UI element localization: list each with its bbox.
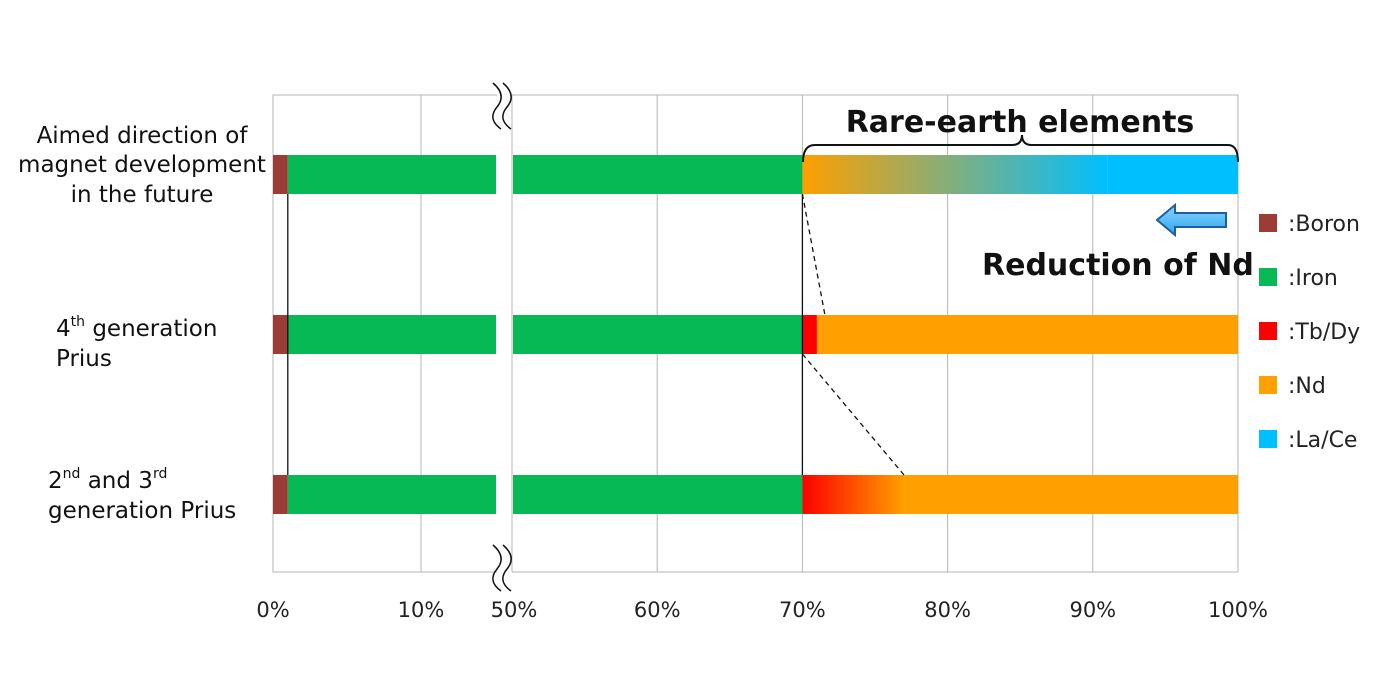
category-label-line: 2nd and 3rd [48,466,167,494]
rare-earth-annotation: Rare-earth elements [802,105,1239,163]
category-label-line: magnet development [18,152,266,178]
category-label-line: Prius [56,346,112,372]
category-label-line: generation Prius [48,498,236,524]
x-tick-label: 0% [256,598,289,622]
x-tick-label: 60% [634,598,681,622]
legend-label: :La/Ce [1288,428,1357,453]
axis-break-mark [502,544,512,592]
legend-label: :Tb/Dy [1288,320,1360,345]
x-tick-label: 50% [491,598,538,622]
axis-break-marks [492,82,512,592]
bar-segment-iron [287,155,496,194]
bar-segment-boron [273,475,288,514]
bar-segment-boron [273,155,288,194]
legend-swatch-boron [1259,214,1277,232]
bar-segment-iron [513,155,803,194]
x-tick-labels: 0% 10% 50% 60% 70% 80% 90% 100% [256,598,1268,622]
bar-segment-tb-dy [802,475,905,514]
x-tick-label: 90% [1069,598,1116,622]
category-label-line: in the future [71,182,214,208]
category-label-line: 4th generation [56,314,217,342]
x-tick-label: 80% [924,598,971,622]
legend: :Boron :Iron :Tb/Dy :Nd :La/Ce [1259,212,1360,453]
bar-segment-tb-dy [802,315,817,354]
bar-segment-boron [273,315,288,354]
legend-label: :Boron [1288,212,1360,237]
x-tick-label: 70% [779,598,826,622]
legend-label: :Nd [1288,374,1326,399]
category-label-2nd-3rd-gen: 2nd and 3rd generation Prius [48,466,236,524]
legend-label: :Iron [1288,266,1338,291]
left-arrow-icon [1155,202,1227,238]
bar-group [273,155,1238,514]
bar-segment-iron [287,315,496,354]
bar-segment-la-ce [1107,155,1238,194]
rare-earth-label: Rare-earth elements [846,105,1195,140]
tb-dy-dashed-connector [801,193,826,316]
bar-segment-iron [513,475,803,514]
legend-swatch-la-ce [1259,430,1277,448]
bar-segment-iron [287,475,496,514]
bar-segment-iron [513,315,803,354]
axis-gap [497,93,512,574]
rare-earth-brace [802,134,1239,163]
category-label-line: Aimed direction of [37,123,249,149]
bar-segment-nd [802,155,1108,194]
x-tick-label: 10% [398,598,445,622]
legend-swatch-iron [1259,268,1277,286]
tb-dy-dashed-connector [801,353,905,476]
axis-break-mark [492,82,502,130]
legend-swatch-tb-dy [1259,322,1277,340]
legend-swatch-nd [1259,376,1277,394]
x-tick-label: 100% [1208,598,1268,622]
reduction-annotation: Reduction of Nd [982,202,1254,283]
connector-lines [287,193,905,476]
bar-segment-nd [816,315,1238,354]
reduction-label: Reduction of Nd [982,248,1254,283]
axis-break-mark [502,82,512,130]
category-label-4th-gen: 4th generation Prius [56,314,217,372]
bar-segment-nd [904,475,1238,514]
axis-break-mark [492,544,502,592]
category-label-future: Aimed direction of magnet development in… [18,123,266,208]
